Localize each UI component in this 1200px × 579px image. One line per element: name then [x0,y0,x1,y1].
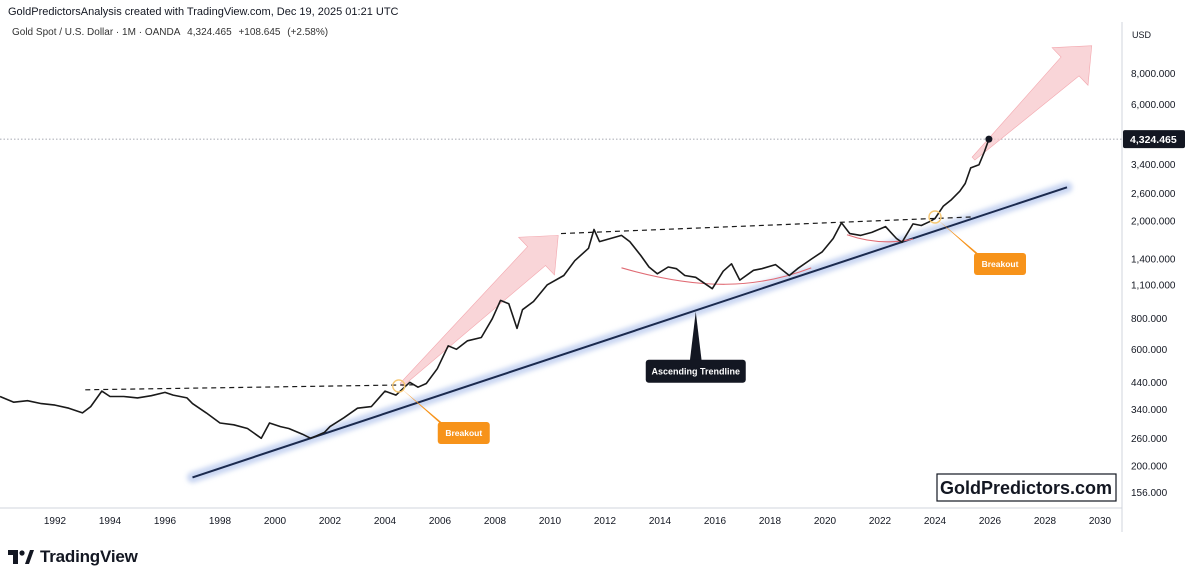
x-tick-label: 2020 [814,516,837,527]
last-price-tag [1123,130,1185,149]
series [0,135,993,440]
breakout-marker [928,210,942,224]
tradingview-logo-icon[interactable] [8,550,34,564]
x-tick-label: 2004 [374,516,397,527]
y-tick-label: 3,400.000 [1131,160,1176,171]
x-tick-label: 1996 [154,516,177,527]
x-tick-label: 2016 [704,516,727,527]
trendline-callout-label: Ascending Trendline [651,367,740,377]
breakout-pointer [938,219,987,261]
y-tick-label: 200.000 [1131,462,1168,473]
overlays [85,45,1093,483]
y-tick-label: 440.000 [1131,378,1168,389]
resistance-line-1[interactable] [85,384,419,391]
y-tick-label: 260.000 [1131,434,1168,445]
x-tick-label: 2000 [264,516,287,527]
x-tick-label: 1994 [99,516,122,527]
price-chart[interactable]: USD 1992 1994 1996 1998 2000 2002 2004 2006 2008… [0,0,1200,545]
y-tick-label: 2,600.000 [1131,189,1176,200]
breakout-callout-label: Breakout [982,259,1019,269]
last-price-dot [985,135,993,143]
price-change-pct: (+2.58%) [287,27,329,38]
y-tick-label: 340.000 [1131,405,1168,416]
y-tick-label: 1,400.000 [1131,255,1176,266]
trendline-pointer [689,311,702,362]
breakout-pointer [401,388,451,430]
chart-header: GoldPredictorsAnalysis created with Trad… [8,6,399,18]
y-tick-label: 156.000 [1131,488,1168,499]
handle-curve [846,234,914,243]
price-change: +108.645 [238,27,281,38]
axes: 1992 1994 1996 1998 2000 2002 2004 2006 2008 2010… [44,69,1185,527]
x-tick-label: 2022 [869,516,892,527]
projection-arrow [971,45,1093,161]
breakout-callout-box [974,252,1026,275]
symbol-name[interactable]: Gold Spot / U.S. Dollar · 1M · OANDA [12,27,181,38]
x-tick-label: 2030 [1089,516,1112,527]
x-tick-label: 2024 [924,516,947,527]
y-tick-label: 2,000.000 [1131,217,1176,228]
y-tick-label: 1,100.000 [1131,280,1176,291]
projection-arrow [399,235,559,387]
x-tick-label: 2028 [1034,516,1057,527]
x-tick-label: 2002 [319,516,342,527]
x-tick-label: 2012 [594,516,617,527]
breakout-marker [392,379,406,393]
x-tick-label: 2018 [759,516,782,527]
trendline-callout-box [645,359,746,383]
y-tick-label: 8,000.000 [1131,69,1176,80]
footer-brand[interactable]: TradingView [40,547,138,566]
x-tick-label: 2006 [429,516,452,527]
last-price: 4,324.465 [187,27,232,38]
symbol-info: Gold Spot / U.S. Dollar · 1M · OANDA 4,3… [12,27,332,38]
x-tick-label: 2014 [649,516,672,527]
breakout-callout-box [437,421,490,444]
y-tick-label: 6,000.000 [1131,100,1176,111]
callouts: Breakout Breakout Ascending Trendline [392,210,1026,444]
x-tick-label: 1992 [44,516,67,527]
ascending-trendline[interactable] [192,186,1068,479]
price-series-line[interactable] [0,138,990,440]
price-axis-currency: USD [1132,30,1152,40]
x-tick-label: 2008 [484,516,507,527]
last-price-label: 4,324.465 [1130,134,1177,146]
y-tick-label: 800.000 [1131,314,1168,325]
watermark: GoldPredictors.com [936,473,1117,502]
watermark-text: GoldPredictors.com [940,478,1112,498]
x-tick-label: 2010 [539,516,562,527]
breakout-callout-label: Breakout [445,428,482,438]
x-tick-label: 2026 [979,516,1002,527]
x-tick-label: 1998 [209,516,232,527]
y-tick-label: 600.000 [1131,345,1168,356]
footer: TradingView [8,546,138,568]
